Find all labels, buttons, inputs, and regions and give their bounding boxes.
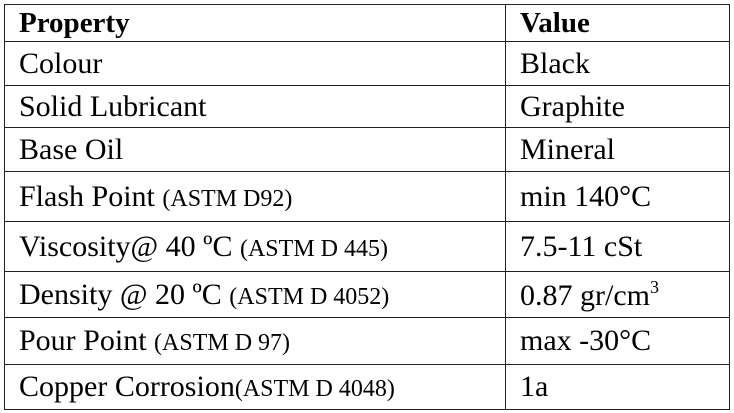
- value-cell: max -30°C: [505, 317, 730, 365]
- property-name: Base Oil: [19, 132, 124, 166]
- property-name: Solid Lubricant: [19, 89, 207, 123]
- table-row: Pour Point (ASTM D 97) max -30°C: [4, 317, 730, 365]
- value-text: 7.5-11 cSt: [520, 229, 643, 263]
- value-text: Graphite: [520, 89, 625, 123]
- property-cell: Pour Point (ASTM D 97): [4, 317, 506, 365]
- table-row: Colour Black: [4, 41, 730, 86]
- property-cell: Flash Point (ASTM D92): [4, 171, 506, 222]
- property-note: (ASTM D 445): [239, 235, 388, 262]
- table-row: Solid Lubricant Graphite: [4, 85, 730, 128]
- value-text: Black: [520, 46, 590, 80]
- property-cell: Solid Lubricant: [4, 85, 506, 128]
- header-cell: Value: [505, 4, 730, 42]
- value-text: 1a: [520, 370, 549, 403]
- table-row: Flash Point (ASTM D92) min 140°C: [4, 171, 730, 222]
- property-cell: Base Oil: [4, 127, 506, 172]
- property-note: (ASTM D92): [162, 185, 293, 212]
- value-cell: min 140°C: [505, 171, 730, 222]
- value-cell: 0.87 gr/cm3: [505, 271, 730, 318]
- value-cell: Black: [505, 41, 730, 86]
- table-row: Copper Corrosion(ASTM D 4048) 1a: [4, 364, 730, 410]
- table-row: Viscosity@ 40 ºC (ASTM D 445) 7.5-11 cSt: [4, 221, 730, 272]
- value-text: 0.87 gr/cm: [520, 279, 650, 312]
- table-header: Property Value: [4, 4, 730, 42]
- value-cell: Mineral: [505, 127, 730, 172]
- property-name: Copper Corrosion: [19, 370, 235, 403]
- property-cell: Viscosity@ 40 ºC (ASTM D 445): [4, 221, 506, 272]
- header-cell: Property: [4, 4, 506, 42]
- property-table: Property Value Colour Black Solid Lubrican…: [4, 4, 730, 410]
- value-text: Mineral: [520, 132, 615, 166]
- property-name: Density @ 20 ºC: [19, 277, 222, 311]
- value-cell: Graphite: [505, 85, 730, 128]
- property-name: Pour Point: [19, 324, 147, 357]
- property-note: (ASTM D 4048): [234, 376, 395, 402]
- property-name: Viscosity@ 40 ºC: [19, 229, 233, 263]
- value-cell: 1a: [505, 364, 730, 410]
- header-row: Property Value: [4, 4, 730, 42]
- property-name: Flash Point: [19, 179, 155, 213]
- table-body: Colour Black Solid Lubricant Graphite Base O…: [4, 41, 730, 410]
- property-cell: Copper Corrosion(ASTM D 4048): [4, 364, 506, 410]
- property-cell: Density @ 20 ºC (ASTM D 4052): [4, 271, 506, 318]
- value-text: min 140°C: [520, 179, 652, 213]
- property-note: (ASTM D 97): [154, 330, 291, 356]
- value-cell: 7.5-11 cSt: [505, 221, 730, 272]
- property-cell: Colour: [4, 41, 506, 86]
- table-row: Density @ 20 ºC (ASTM D 4052) 0.87 gr/cm3: [4, 271, 730, 318]
- property-name: Colour: [19, 46, 103, 80]
- value-superscript: 3: [649, 277, 659, 297]
- value-text: max -30°C: [520, 324, 652, 357]
- table-row: Base Oil Mineral: [4, 127, 730, 172]
- property-note: (ASTM D 4052): [229, 283, 390, 310]
